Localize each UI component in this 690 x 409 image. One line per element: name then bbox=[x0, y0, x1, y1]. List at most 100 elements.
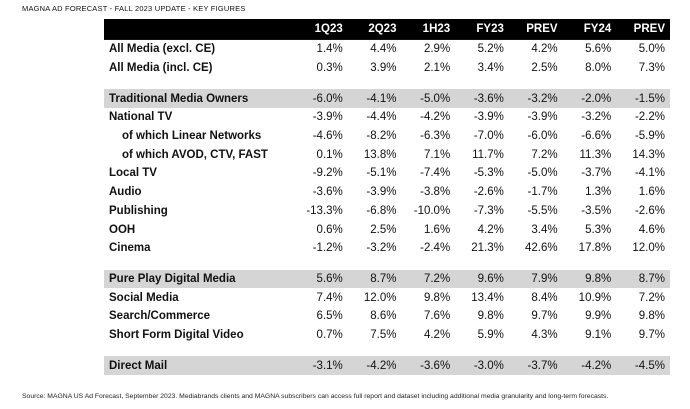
table-row: National TV -3.9% -4.4% -4.2% -3.9% -3.9% -3.2… bbox=[104, 108, 670, 127]
value-cell: 4.2% bbox=[423, 328, 451, 341]
value-cell: 2.9% bbox=[401, 38, 456, 59]
value-cell: -4.2% bbox=[420, 111, 451, 124]
row-label: OOH bbox=[109, 223, 136, 236]
value-cell: 7.3% bbox=[638, 62, 665, 75]
value-cell: -3.9% bbox=[473, 111, 504, 124]
table-body: All Media (excl. CE) 1.4% 4.4% 2.9% 5.2% 4.2%… bbox=[104, 38, 670, 375]
value-cell: 12.0% bbox=[632, 242, 665, 255]
value-cell: 5.0% bbox=[616, 38, 670, 59]
value-cell: 9.8% bbox=[638, 310, 665, 323]
value-cell: 14.3% bbox=[632, 148, 665, 161]
table-row: of which Linear Networks -4.6% -8.2% -6.3% -… bbox=[104, 127, 670, 146]
value-cell: -2.2% bbox=[634, 111, 665, 124]
value-cell: -3.2% bbox=[581, 111, 612, 124]
value-cell: -3.5% bbox=[581, 204, 612, 217]
column-header bbox=[104, 19, 295, 40]
value-cell: -5.0% bbox=[527, 167, 558, 180]
value-cell: 8.0% bbox=[585, 62, 612, 75]
value-cell: 8.7% bbox=[347, 269, 402, 289]
value-cell: -4.1% bbox=[634, 167, 665, 180]
value-cell: 9.7% bbox=[531, 310, 558, 323]
value-cell: -4.6% bbox=[312, 130, 343, 143]
table-row: Short Form Digital Video 0.7% 7.5% 4.2% 5.9%… bbox=[104, 326, 670, 345]
source-note: Source: MAGNA US Ad Forecast, September … bbox=[22, 393, 609, 400]
row-label: Direct Mail bbox=[104, 356, 295, 375]
value-cell: -3.9% bbox=[527, 111, 558, 124]
row-label: Social Media bbox=[109, 291, 179, 304]
value-cell: -2.0% bbox=[562, 89, 617, 109]
row-label: All Media (excl. CE) bbox=[104, 38, 295, 59]
value-cell: 2.5% bbox=[531, 62, 558, 75]
value-cell: 21.3% bbox=[471, 242, 504, 255]
value-cell: 7.2% bbox=[531, 148, 558, 161]
column-header: PREV bbox=[616, 19, 670, 40]
value-cell: 7.2% bbox=[401, 269, 456, 289]
value-cell: 1.4% bbox=[294, 38, 348, 59]
column-header: FY24 bbox=[562, 19, 617, 40]
value-cell: 4.4% bbox=[347, 38, 402, 59]
value-cell: 5.6% bbox=[562, 38, 617, 59]
value-cell: 3.4% bbox=[531, 223, 558, 236]
value-cell: -9.2% bbox=[312, 167, 343, 180]
value-cell: -6.6% bbox=[581, 130, 612, 143]
value-cell: -4.2% bbox=[562, 356, 617, 375]
value-cell: 13.8% bbox=[363, 148, 397, 161]
value-cell: 7.9% bbox=[508, 269, 563, 289]
page-title: MAGNA AD FORECAST - FALL 2023 UPDATE - K… bbox=[22, 4, 246, 13]
value-cell: -3.1% bbox=[294, 356, 348, 375]
table-row: Local TV -9.2% -5.1% -7.4% -5.3% -5.0% -3.7% -4… bbox=[104, 164, 670, 183]
key-figures-table-container: 1Q23 2Q23 1H23 FY23 PREV FY24 PREV All M… bbox=[104, 19, 670, 375]
row-label: Audio bbox=[109, 186, 142, 199]
table-row: All Media (excl. CE) 1.4% 4.4% 2.9% 5.2% 4.2%… bbox=[104, 38, 670, 59]
table-row: Traditional Media Owners -6.0% -4.1% -5.0% -… bbox=[104, 89, 670, 109]
value-cell: 7.6% bbox=[423, 310, 451, 323]
table-row: Pure Play Digital Media 5.6% 8.7% 7.2% 9.6% 7… bbox=[104, 269, 670, 289]
value-cell: 1.6% bbox=[423, 223, 451, 236]
value-cell: 11.3% bbox=[579, 148, 612, 161]
value-cell: -5.0% bbox=[401, 89, 456, 109]
value-cell: -2.6% bbox=[634, 204, 665, 217]
value-cell: 9.9% bbox=[585, 310, 612, 323]
value-cell: -5.1% bbox=[366, 167, 397, 180]
value-cell: -3.7% bbox=[508, 356, 563, 375]
value-cell: 17.8% bbox=[578, 242, 612, 255]
value-cell: -7.4% bbox=[420, 167, 451, 180]
value-cell: -4.1% bbox=[347, 89, 402, 109]
value-cell: 5.2% bbox=[455, 38, 509, 59]
value-cell: 9.8% bbox=[562, 269, 617, 289]
value-cell: 8.7% bbox=[616, 269, 670, 289]
spacer-cell bbox=[104, 258, 670, 270]
value-cell: 9.1% bbox=[585, 328, 612, 341]
spacer-cell bbox=[104, 344, 670, 356]
key-figures-table: 1Q23 2Q23 1H23 FY23 PREV FY24 PREV All M… bbox=[104, 19, 670, 375]
value-cell: 12.0% bbox=[363, 291, 397, 304]
value-cell: 7.1% bbox=[423, 148, 451, 161]
section-spacer bbox=[104, 77, 670, 89]
value-cell: 0.7% bbox=[316, 328, 343, 341]
value-cell: -3.8% bbox=[420, 186, 451, 199]
row-label: National TV bbox=[109, 111, 173, 124]
value-cell: -1.7% bbox=[527, 186, 558, 199]
value-cell: 0.6% bbox=[316, 223, 343, 236]
value-cell: 7.5% bbox=[370, 328, 397, 341]
column-header: 1H23 bbox=[401, 19, 456, 40]
row-label: Publishing bbox=[109, 204, 168, 217]
value-cell: -4.2% bbox=[347, 356, 402, 375]
value-cell: -10.0% bbox=[413, 204, 451, 217]
column-header: FY23 bbox=[455, 19, 509, 40]
value-cell: 1.6% bbox=[638, 186, 665, 199]
row-label: Traditional Media Owners bbox=[104, 89, 295, 109]
value-cell: 2.5% bbox=[370, 223, 397, 236]
value-cell: -3.0% bbox=[455, 356, 509, 375]
value-cell: -3.9% bbox=[366, 186, 397, 199]
value-cell: -3.6% bbox=[312, 186, 343, 199]
column-header: 2Q23 bbox=[347, 19, 402, 40]
value-cell: 42.6% bbox=[524, 242, 558, 255]
value-cell: -5.3% bbox=[473, 167, 504, 180]
value-cell: -1.2% bbox=[312, 242, 343, 255]
row-label: of which Linear Networks bbox=[122, 130, 262, 143]
table-row: Search/Commerce 6.5% 8.6% 7.6% 9.8% 9.7% 9.9% 9… bbox=[104, 307, 670, 326]
row-label: Short Form Digital Video bbox=[109, 328, 244, 341]
value-cell: -3.2% bbox=[366, 242, 397, 255]
value-cell: -2.6% bbox=[473, 186, 504, 199]
